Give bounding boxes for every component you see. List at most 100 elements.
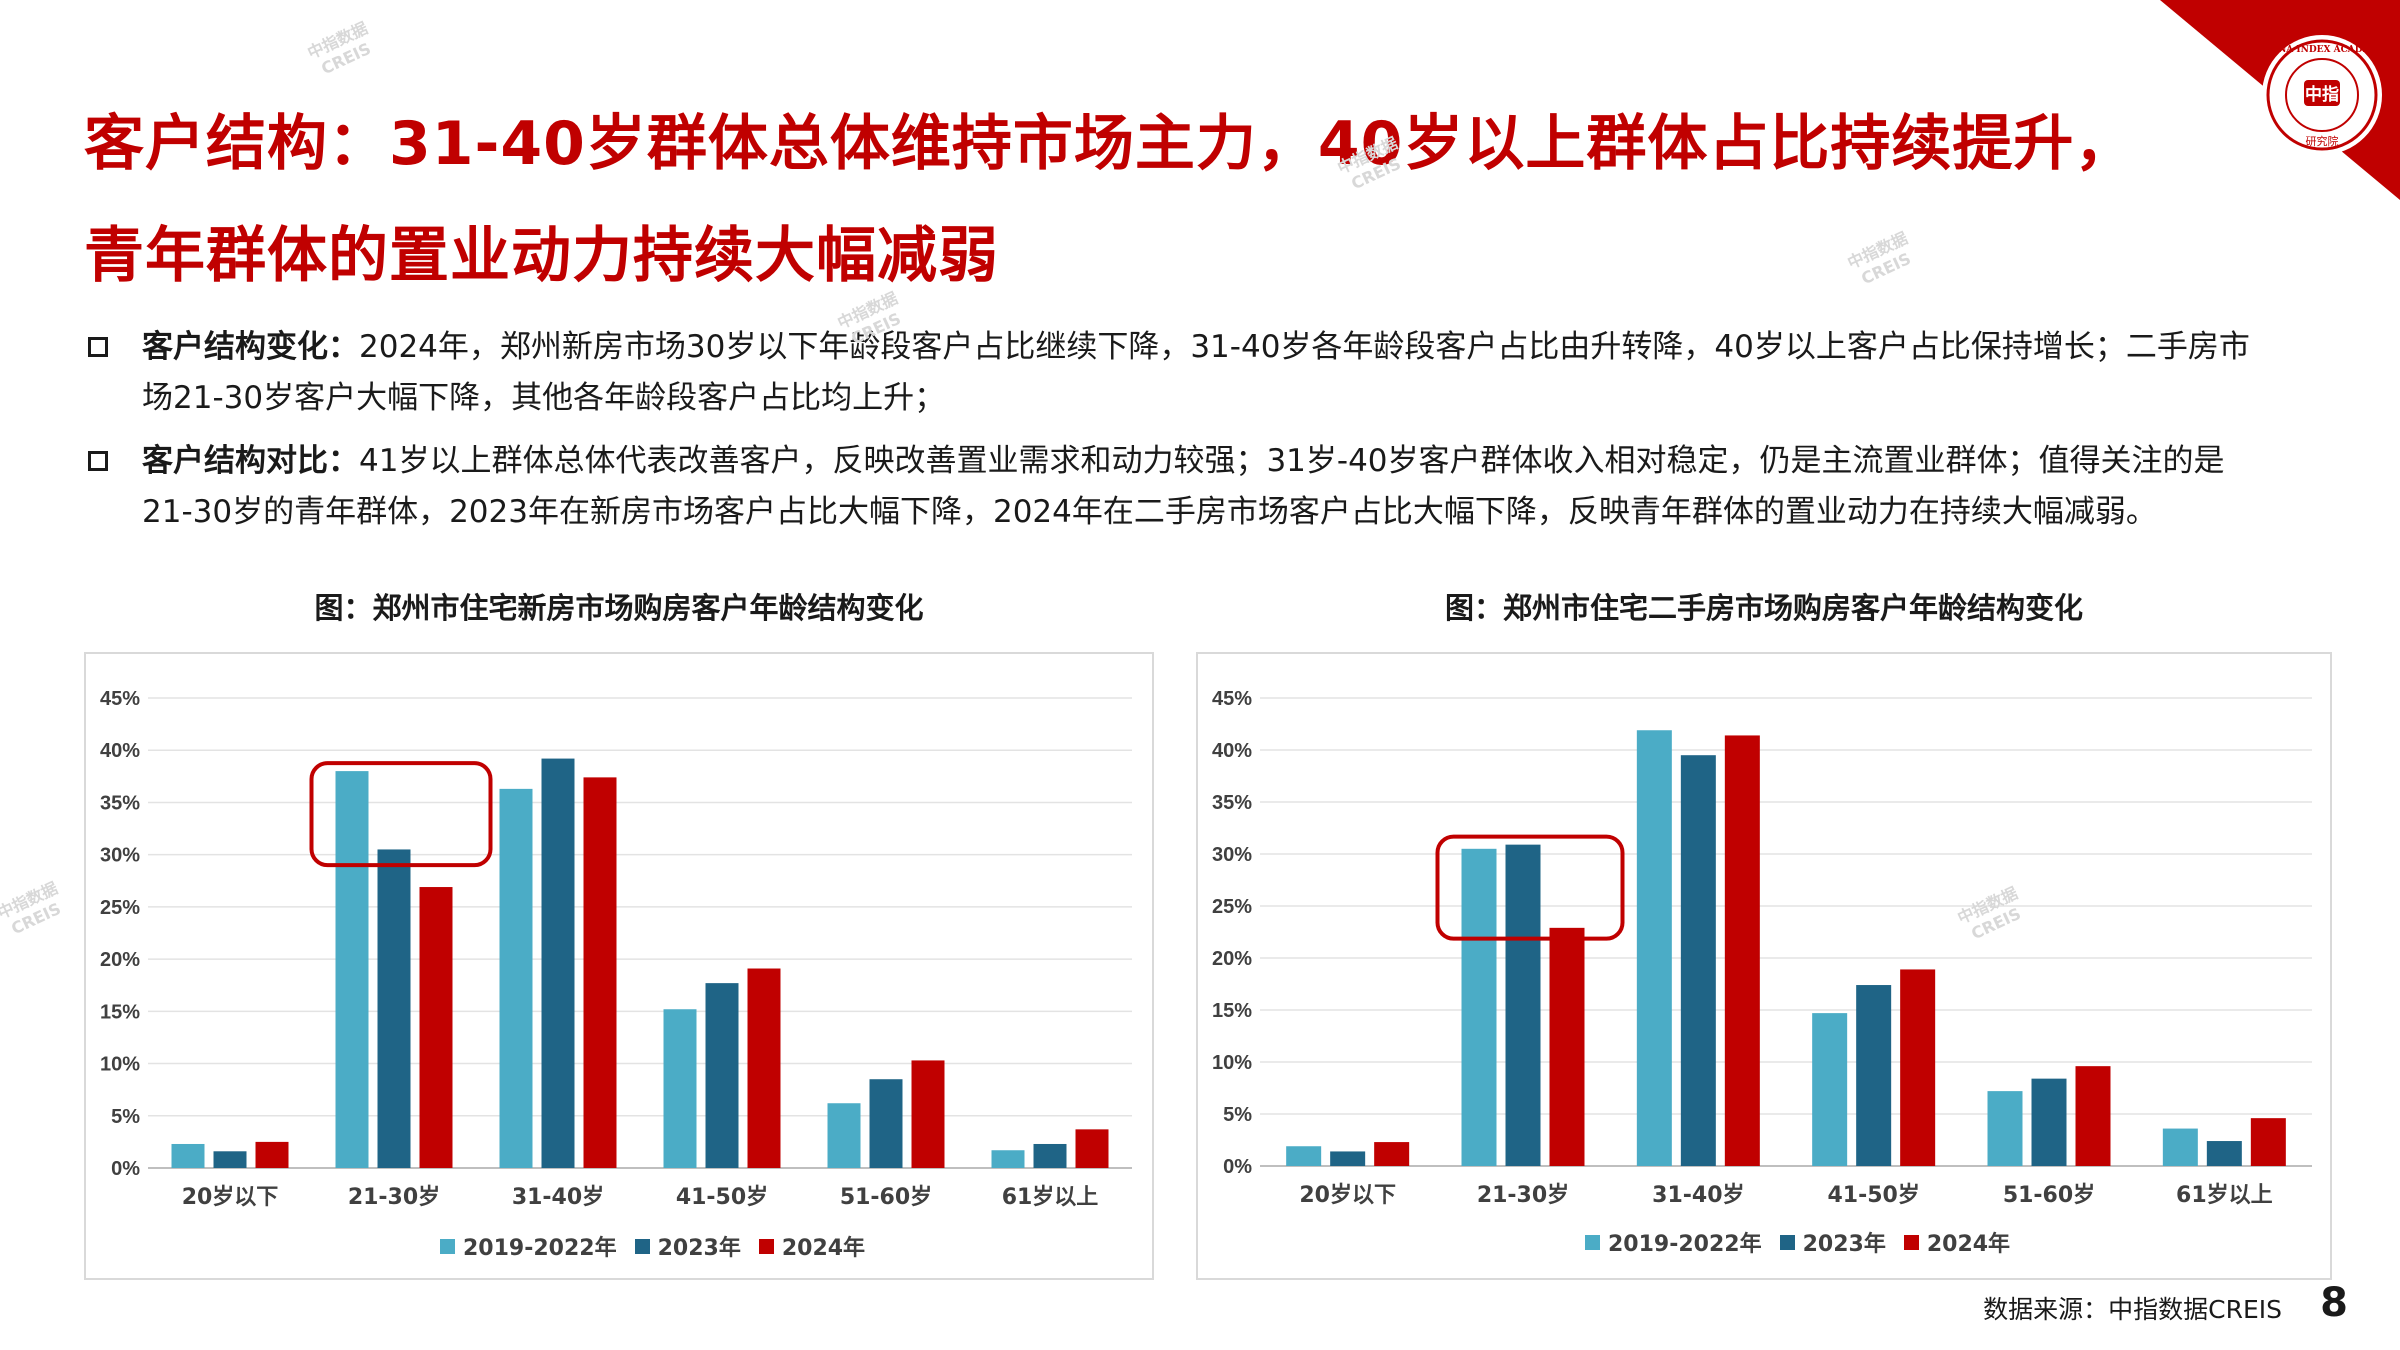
page-title: 客户结构：31-40岁群体总体维持市场主力，40岁以上群体占比持续提升，青年群体… bbox=[84, 109, 2136, 291]
y-tick-label: 15% bbox=[1212, 1000, 1252, 1022]
y-tick-label: 25% bbox=[1212, 896, 1252, 918]
bar-2024年 bbox=[1374, 1142, 1410, 1166]
bullet-item: 客户结构对比：41岁以上群体总体代表改善客户，反映改善置业需求和动力较强；31岁… bbox=[84, 436, 2264, 538]
bar-2019-2022年 bbox=[1987, 1091, 2023, 1166]
bar-2024年 bbox=[1075, 1129, 1109, 1168]
bar-2023年 bbox=[2206, 1141, 2242, 1166]
bar-2023年 bbox=[1856, 985, 1892, 1166]
bar-2019-2022年 bbox=[171, 1143, 205, 1168]
legend-item: 2023年 bbox=[634, 1230, 741, 1262]
y-tick-label: 40% bbox=[100, 740, 140, 762]
bar-2023年 bbox=[377, 849, 411, 1168]
bar-2024年 bbox=[1549, 927, 1585, 1166]
bar-2019-2022年 bbox=[2162, 1128, 2198, 1166]
bar-2019-2022年 bbox=[663, 1009, 697, 1168]
bar-2024年 bbox=[1724, 735, 1760, 1166]
legend-swatch bbox=[634, 1238, 650, 1254]
legend-resale: 2019-2022年 2023年 2024年 bbox=[1585, 1226, 2010, 1258]
bar-2019-2022年 bbox=[827, 1103, 861, 1168]
chart-svg: 0% 5% 10% 15% 20% 25% 30% 35% 40% 45% 20岁以下 21-30岁 3… bbox=[100, 688, 1132, 1210]
legend-item: 2024年 bbox=[1903, 1226, 2010, 1258]
bar-2023年 bbox=[213, 1151, 247, 1168]
y-tick-label: 30% bbox=[100, 845, 140, 867]
bar-2019-2022年 bbox=[1636, 730, 1672, 1166]
y-tick-label: 0% bbox=[1223, 1156, 1252, 1178]
x-tick-label: 61岁以上 bbox=[2176, 1182, 2273, 1208]
legend-new: 2019-2022年 2023年 2024年 bbox=[440, 1230, 865, 1262]
checkbox-square-icon bbox=[88, 337, 108, 357]
legend-label: 2019-2022年 bbox=[1608, 1232, 1762, 1257]
chart-new-house: 0% 5% 10% 15% 20% 25% 30% 35% 40% 45% 20岁以下 21-30岁 3… bbox=[84, 652, 1154, 1280]
x-tick-label: 31-40岁 bbox=[512, 1184, 604, 1210]
bullet-list: 客户结构变化：2024年，郑州新房市场30岁以下年龄段客户占比继续下降，31-4… bbox=[84, 322, 2264, 550]
legend-item: 2023年 bbox=[1779, 1226, 1886, 1258]
x-tick-label: 51-60岁 bbox=[2003, 1182, 2095, 1208]
corner-logo: 中指 CHINA INDEX ACADEMY 研究院 bbox=[2160, 0, 2400, 200]
page-number: 8 bbox=[2320, 1280, 2348, 1326]
bar-2024年 bbox=[747, 968, 781, 1168]
x-tick-label: 31-40岁 bbox=[1652, 1182, 1744, 1208]
highlight-box bbox=[1435, 834, 1625, 941]
bullet-text: 41岁以上群体总体代表改善客户，反映改善置业需求和动力较强；31岁-40岁客户群… bbox=[142, 443, 2225, 530]
logo-top-text: CHINA INDEX ACADEMY bbox=[2258, 45, 2386, 55]
y-tick-label: 15% bbox=[100, 1001, 140, 1023]
bar-2024年 bbox=[1900, 969, 1936, 1166]
checkbox-square-icon bbox=[88, 451, 108, 471]
legend-swatch bbox=[1779, 1234, 1795, 1250]
bar-2023年 bbox=[869, 1079, 903, 1168]
bullet-label: 客户结构变化： bbox=[142, 329, 359, 365]
bullet-text: 2024年，郑州新房市场30岁以下年龄段客户占比继续下降，31-40岁各年龄段客… bbox=[142, 329, 2250, 416]
x-tick-label: 20岁以下 bbox=[182, 1184, 279, 1210]
chart-svg: 0% 5% 10% 15% 20% 25% 30% 35% 40% 45% 20岁以下 21-30岁 3… bbox=[1212, 688, 2312, 1208]
legend-label: 2024年 bbox=[781, 1236, 866, 1261]
x-tick-label: 20岁以下 bbox=[1299, 1182, 1396, 1208]
bar-2024年 bbox=[2250, 1118, 2286, 1166]
x-tick-label: 61岁以上 bbox=[1002, 1184, 1099, 1210]
bar-2024年 bbox=[2075, 1066, 2111, 1166]
logo-bottom-text: 研究院 bbox=[2306, 134, 2339, 148]
legend-item: 2019-2022年 bbox=[1585, 1226, 1762, 1258]
bar-2019-2022年 bbox=[1286, 1146, 1322, 1166]
data-source: 数据来源：中指数据CREIS bbox=[1983, 1295, 2282, 1324]
chart-title-new: 图：郑州市住宅新房市场购房客户年龄结构变化 bbox=[314, 591, 924, 625]
bullet-label: 客户结构对比： bbox=[142, 443, 359, 479]
highlight-box bbox=[309, 761, 493, 868]
bar-2023年 bbox=[1033, 1143, 1067, 1168]
bar-2024年 bbox=[911, 1060, 945, 1168]
y-tick-label: 20% bbox=[1212, 948, 1252, 970]
bar-2019-2022年 bbox=[335, 771, 369, 1168]
legend-item: 2019-2022年 bbox=[440, 1230, 617, 1262]
legend-swatch bbox=[758, 1238, 774, 1254]
y-tick-label: 0% bbox=[111, 1158, 140, 1180]
legend-item: 2024年 bbox=[758, 1230, 866, 1262]
bar-2019-2022年 bbox=[1461, 848, 1497, 1166]
logo-center-text: 中指 bbox=[2305, 84, 2339, 105]
y-tick-label: 25% bbox=[100, 897, 140, 919]
y-tick-label: 30% bbox=[1212, 844, 1252, 866]
bar-2023年 bbox=[1505, 844, 1541, 1166]
x-tick-label: 21-30岁 bbox=[1477, 1182, 1569, 1208]
y-tick-label: 10% bbox=[1212, 1052, 1252, 1074]
legend-label: 2019-2022年 bbox=[463, 1236, 617, 1261]
x-tick-label: 51-60岁 bbox=[840, 1184, 932, 1210]
legend-label: 2023年 bbox=[1802, 1232, 1886, 1257]
legend-swatch bbox=[1903, 1234, 1919, 1250]
y-tick-label: 35% bbox=[100, 792, 140, 814]
bar-2019-2022年 bbox=[991, 1150, 1025, 1168]
y-tick-label: 20% bbox=[100, 949, 140, 971]
bar-2024年 bbox=[583, 777, 617, 1168]
legend-swatch bbox=[1585, 1234, 1600, 1250]
x-tick-label: 21-30岁 bbox=[348, 1184, 440, 1210]
y-tick-label: 45% bbox=[100, 688, 140, 710]
bar-2023年 bbox=[1330, 1151, 1366, 1166]
y-tick-label: 35% bbox=[1212, 792, 1252, 814]
watermark: 中指数据 CREIS bbox=[305, 18, 380, 81]
bar-2023年 bbox=[541, 758, 575, 1168]
bar-2023年 bbox=[1680, 755, 1716, 1166]
y-tick-label: 5% bbox=[111, 1106, 140, 1128]
y-tick-label: 40% bbox=[1212, 740, 1252, 762]
chart-title-resale: 图：郑州市住宅二手房市场购房客户年龄结构变化 bbox=[1444, 591, 2083, 625]
y-tick-label: 10% bbox=[100, 1054, 140, 1076]
legend-label: 2023年 bbox=[657, 1236, 741, 1261]
x-tick-label: 41-50岁 bbox=[1827, 1182, 1919, 1208]
